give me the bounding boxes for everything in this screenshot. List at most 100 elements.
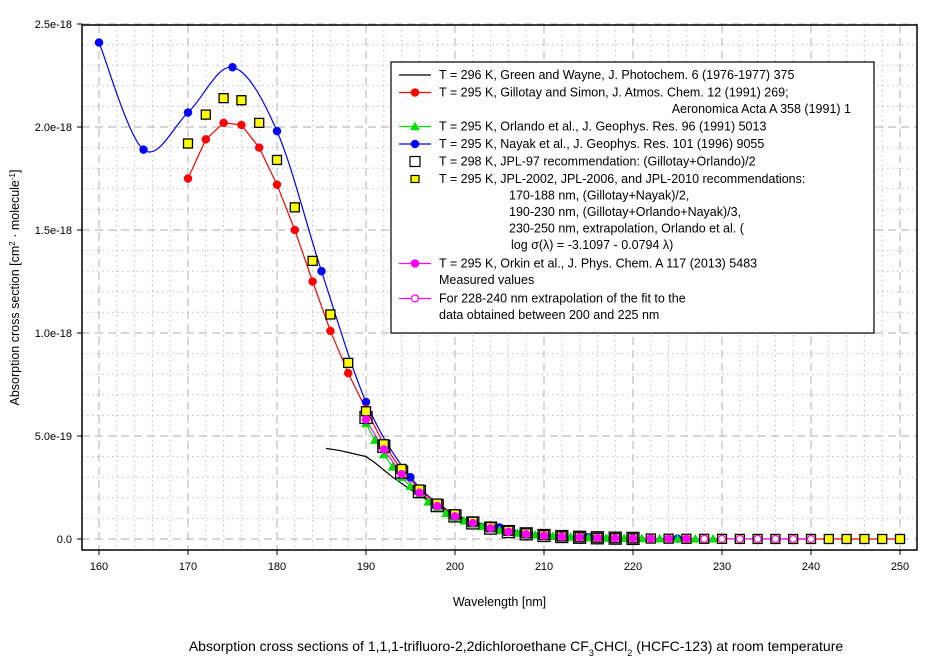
chart-caption: Absorption cross sections of 1,1,1-trifl…: [189, 638, 844, 658]
data-point: [753, 534, 762, 544]
legend-label: 170-188 nm, (Gillotay+Nayak)/2,: [509, 189, 689, 203]
legend-symbol: [409, 155, 421, 168]
legend-item: T = 296 K, Green and Wayne, J. Photochem…: [399, 68, 794, 82]
y-tick-label: 0.0: [57, 534, 72, 546]
legend-box: [390, 61, 875, 334]
y-tick-label: 2.0e-18: [35, 122, 72, 134]
x-tick-label: 240: [802, 561, 820, 573]
data-point: [789, 534, 798, 544]
data-point: [894, 533, 906, 545]
data-point: [219, 118, 228, 128]
data-point: [575, 533, 584, 542]
legend-label: T = 295 K, Orlando et al., J. Geophys. R…: [439, 120, 766, 134]
data-point: [771, 534, 780, 544]
plot-frame: [81, 24, 918, 551]
y-tick-label: 5.0e-19: [35, 431, 72, 443]
legend-label: log σ(λ) = -3.1097 - 0.0794 λ): [511, 238, 673, 252]
data-point: [272, 180, 282, 189]
y-tick-label: 1.5e-18: [35, 225, 72, 237]
data-point: [272, 126, 282, 136]
data-point: [378, 449, 389, 459]
legend-marker: [410, 88, 420, 97]
data-point: [307, 255, 318, 267]
series-6: [365, 419, 705, 540]
data-point: [519, 527, 533, 541]
data-point: [708, 533, 719, 543]
legend-label: 230-250 nm, extrapolation, Orlando et al…: [509, 222, 745, 236]
data-point: [271, 154, 283, 166]
legend-label: Measured values: [439, 273, 534, 287]
data-point: [654, 533, 665, 543]
data-point: [636, 533, 647, 543]
data-point: [423, 496, 434, 506]
data-point: [700, 534, 709, 543]
series-markers-4: [359, 410, 640, 546]
data-point: [360, 406, 372, 417]
data-point: [672, 533, 683, 543]
legend-item: T = 295 K, JPL-2002, JPL-2006, and JPL-2…: [410, 172, 805, 252]
data-point: [823, 533, 834, 545]
caption-prefix: Absorption cross sections of 1,1,1-trifl…: [189, 638, 589, 654]
data-point: [361, 397, 371, 407]
data-point: [397, 469, 406, 479]
data-point: [379, 445, 389, 454]
series-markers-7: [700, 534, 816, 544]
data-point: [501, 524, 516, 539]
data-point: [877, 533, 888, 545]
plot-series: [94, 38, 906, 546]
legend-item: T = 295 K, Orkin et al., J. Phys. Chem. …: [399, 257, 757, 287]
data-point: [590, 531, 605, 545]
data-point: [254, 143, 264, 152]
data-point: [290, 225, 300, 235]
data-point: [468, 518, 478, 528]
data-point: [228, 63, 237, 72]
data-point: [593, 533, 602, 543]
x-tick-label: 190: [357, 561, 375, 573]
data-point: [841, 533, 852, 545]
y-axis-title-suffix: ]: [8, 170, 22, 173]
y-axis-title-prefix: Absorption cross section [cm: [8, 246, 22, 406]
data-point: [682, 534, 691, 544]
data-point: [308, 277, 317, 286]
legend-label: For 228-240 nm extrapolation of the fit …: [439, 292, 686, 306]
data-point: [608, 531, 622, 545]
legend-item: For 228-240 nm extrapolation of the fit …: [399, 292, 686, 322]
legend-label: T = 295 K, Gillotay and Simon, J. Atmos.…: [439, 86, 789, 100]
legend-label: T = 295 K, JPL-2002, JPL-2006, and JPL-2…: [439, 172, 805, 186]
data-point: [664, 534, 673, 543]
legend-item: T = 298 K, JPL-97 recommendation: (Gillo…: [409, 155, 756, 169]
x-tick-label: 180: [268, 561, 286, 573]
x-tick-label: 250: [891, 561, 909, 573]
data-point: [183, 174, 193, 183]
data-point: [859, 533, 870, 545]
data-point: [521, 529, 531, 539]
legend-label: T = 296 K, Green and Wayne, J. Photochem…: [439, 68, 794, 82]
x-tick-label: 200: [446, 561, 464, 573]
data-point: [406, 472, 415, 482]
data-point: [317, 266, 326, 276]
legend-marker: [410, 294, 420, 303]
x-tick-label: 170: [179, 561, 197, 573]
data-point: [237, 120, 246, 130]
data-point: [289, 202, 300, 213]
data-point: [557, 532, 567, 541]
data-point: [690, 533, 701, 543]
data-point: [486, 524, 495, 533]
data-point: [343, 357, 354, 369]
legend-label: 190-230 nm, (Gillotay+Orlando+Nayak)/3,: [509, 205, 741, 219]
legend-label: T = 298 K, JPL-97 recommendation: (Gillo…: [439, 155, 756, 169]
legend-label: T = 295 K, Orkin et al., J. Phys. Chem. …: [439, 257, 757, 271]
legend-marker: [410, 121, 420, 131]
legend-label: Aeronomica Acta A 358 (1991) 1: [672, 102, 851, 116]
legend-label: data obtained between 200 and 225 nm: [439, 308, 659, 322]
data-point: [735, 534, 744, 544]
data-point: [182, 138, 194, 149]
legend-marker: [410, 139, 420, 149]
data-point: [415, 488, 424, 497]
y-axis-title-mid: · molecule: [8, 180, 22, 241]
data-point: [361, 415, 371, 424]
x-tick-label: 220: [624, 561, 642, 573]
data-point: [628, 534, 638, 543]
data-point: [326, 326, 335, 336]
